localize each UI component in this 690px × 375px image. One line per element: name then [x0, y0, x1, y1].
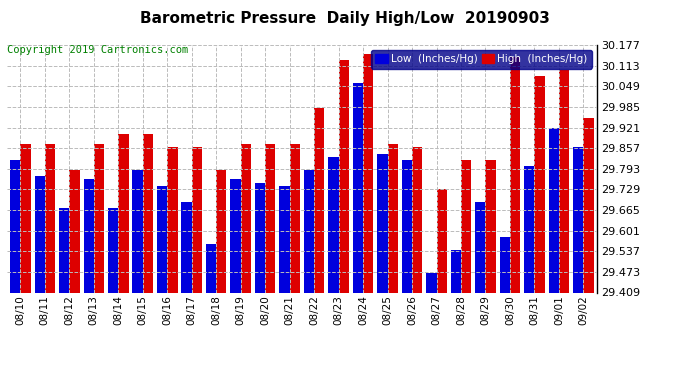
- Bar: [118, 134, 128, 292]
- Bar: [34, 176, 45, 292]
- Bar: [108, 209, 118, 292]
- Bar: [549, 128, 559, 292]
- Bar: [426, 273, 437, 292]
- Bar: [181, 202, 192, 292]
- Bar: [69, 170, 79, 292]
- Bar: [206, 244, 216, 292]
- Bar: [377, 154, 388, 292]
- Bar: [437, 189, 447, 292]
- Bar: [143, 134, 153, 292]
- Bar: [388, 144, 398, 292]
- Bar: [535, 76, 544, 292]
- Bar: [461, 160, 471, 292]
- Bar: [402, 160, 412, 292]
- Bar: [573, 147, 583, 292]
- Bar: [167, 147, 177, 292]
- Bar: [230, 179, 241, 292]
- Bar: [412, 147, 422, 292]
- Bar: [363, 54, 373, 292]
- Bar: [353, 83, 363, 292]
- Bar: [475, 202, 486, 292]
- Bar: [216, 170, 226, 292]
- Bar: [339, 60, 349, 292]
- Bar: [83, 179, 94, 292]
- Bar: [279, 186, 290, 292]
- Bar: [524, 166, 535, 292]
- Bar: [559, 70, 569, 292]
- Bar: [157, 186, 167, 292]
- Bar: [500, 237, 510, 292]
- Bar: [10, 160, 21, 292]
- Bar: [255, 183, 265, 292]
- Bar: [290, 144, 300, 292]
- Text: Copyright 2019 Cartronics.com: Copyright 2019 Cartronics.com: [7, 45, 188, 55]
- Bar: [265, 144, 275, 292]
- Legend: Low  (Inches/Hg), High  (Inches/Hg): Low (Inches/Hg), High (Inches/Hg): [371, 50, 591, 69]
- Bar: [21, 144, 30, 292]
- Bar: [328, 157, 339, 292]
- Bar: [192, 147, 202, 292]
- Bar: [241, 144, 251, 292]
- Bar: [451, 250, 461, 292]
- Bar: [304, 170, 314, 292]
- Bar: [314, 108, 324, 292]
- Bar: [583, 118, 593, 292]
- Bar: [45, 144, 55, 292]
- Bar: [94, 144, 104, 292]
- Bar: [510, 57, 520, 292]
- Bar: [59, 209, 69, 292]
- Text: Barometric Pressure  Daily High/Low  20190903: Barometric Pressure Daily High/Low 20190…: [140, 11, 550, 26]
- Bar: [132, 170, 143, 292]
- Bar: [486, 160, 495, 292]
